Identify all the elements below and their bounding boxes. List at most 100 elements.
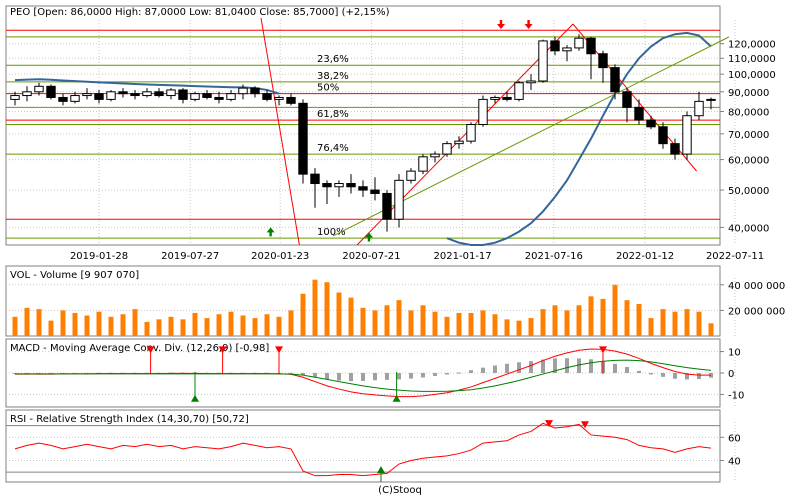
candle-body: [298, 102, 308, 175]
volume-bar: [264, 314, 270, 336]
macd-histogram-bar: [505, 363, 509, 373]
volume-bar: [420, 305, 426, 336]
volume-bar: [336, 292, 342, 336]
macd-histogram-bar: [397, 373, 401, 380]
volume-bar: [348, 297, 354, 336]
volume-bar: [48, 320, 54, 336]
candle-body: [466, 124, 476, 142]
trend-line: [260, 17, 300, 246]
candle-body: [622, 91, 632, 108]
y-tick-label: 110,0000: [728, 54, 776, 65]
volume-bar: [84, 315, 90, 336]
volume-bar: [324, 282, 330, 336]
macd-histogram-bar: [625, 367, 629, 373]
volume-bar: [672, 311, 678, 336]
macd-histogram-bar: [517, 362, 521, 373]
volume-bar: [708, 323, 714, 336]
macd-histogram-bar: [361, 373, 365, 381]
signal-triangle-down: [275, 346, 283, 354]
signal-arrow: [497, 20, 505, 30]
volume-bar: [624, 300, 630, 336]
candle-body: [682, 115, 692, 155]
macd-histogram-bar: [589, 359, 593, 373]
candle-body: [274, 96, 284, 100]
macd-panel-title: MACD - Moving Average Conv. Div. (12,26,…: [10, 343, 269, 354]
volume-bar: [120, 314, 126, 336]
volume-bar: [456, 312, 462, 336]
signal-triangle-down: [545, 420, 553, 428]
candle-body: [586, 37, 596, 55]
macd-histogram-bar: [433, 373, 437, 376]
trend-line: [356, 23, 574, 246]
macd-histogram-bar: [409, 373, 413, 379]
fib-level-label: 100%: [317, 227, 346, 238]
candle-body: [262, 93, 272, 100]
y-tick-label: 60,0000: [728, 156, 769, 167]
macd-histogram-bar: [553, 358, 557, 373]
candle-body: [550, 40, 560, 52]
candle-body: [82, 93, 92, 97]
macd-histogram-bar: [349, 373, 353, 382]
macd-histogram-bar: [565, 358, 569, 373]
candle-body: [142, 91, 152, 97]
candle-body: [178, 89, 188, 100]
macd-histogram-bar: [649, 373, 653, 375]
signal-arrow: [365, 232, 373, 242]
candle-body: [286, 96, 296, 104]
volume-bar: [168, 316, 174, 336]
x-tick-label: 2020-01-23: [251, 251, 309, 262]
fib-level-label: 23,6%: [317, 54, 349, 65]
candle-body: [130, 93, 140, 97]
volume-bar: [36, 309, 42, 336]
macd-histogram-bar: [289, 373, 293, 374]
macd-histogram-bar: [673, 373, 677, 379]
volume-bar: [312, 279, 318, 336]
x-tick-label: 2019-01-28: [70, 251, 128, 262]
signal-triangle-down: [581, 421, 589, 429]
volume-bar: [540, 309, 546, 336]
volume-bar: [492, 314, 498, 336]
volume-bar: [636, 304, 642, 336]
y-tick-label: 40,0000: [728, 223, 769, 234]
volume-bar: [204, 318, 210, 336]
candle-body: [394, 179, 404, 220]
candle-body: [406, 170, 416, 181]
y-tick-label: 100,0000: [728, 70, 776, 81]
y-tick-label: 70,0000: [728, 130, 769, 141]
macd-histogram-bar: [325, 373, 329, 380]
candle-body: [538, 40, 548, 82]
fib-level-label: 50%: [317, 83, 339, 94]
candle-body: [250, 87, 260, 95]
y-tick-label: 20 000 000: [728, 306, 785, 317]
price-panel-title: PEO [Open: 86,0000 High: 87,0000 Low: 81…: [10, 7, 390, 18]
candle-body: [514, 82, 524, 100]
volume-bar: [228, 311, 234, 336]
volume-bar: [384, 305, 390, 336]
volume-bar: [144, 321, 150, 336]
moving-average-line: [14, 78, 280, 95]
price-panel-frame: [5, 5, 721, 246]
volume-bar: [216, 314, 222, 336]
macd-histogram-bar: [469, 370, 473, 373]
candle-body: [706, 98, 716, 101]
volume-bar: [252, 318, 258, 336]
volume-bar: [648, 318, 654, 336]
macd-histogram-bar: [529, 361, 533, 373]
macd-histogram-bar: [421, 373, 425, 378]
volume-bar: [576, 305, 582, 336]
x-tick-label: 2022-01-12: [616, 251, 674, 262]
volume-bar: [288, 310, 294, 336]
macd-histogram-bar: [637, 370, 641, 373]
signal-triangle-down: [146, 346, 155, 354]
candle-body: [190, 93, 200, 100]
signal-arrow: [524, 20, 533, 30]
fib-level-label: 76,4%: [317, 143, 349, 154]
y-tick-label: 40: [728, 457, 741, 468]
macd-histogram-bar: [541, 359, 545, 373]
fib-level-label: 61,8%: [317, 109, 349, 120]
x-tick-label: 2021-01-17: [434, 251, 492, 262]
candle-body: [574, 37, 584, 49]
volume-bar: [180, 319, 186, 336]
